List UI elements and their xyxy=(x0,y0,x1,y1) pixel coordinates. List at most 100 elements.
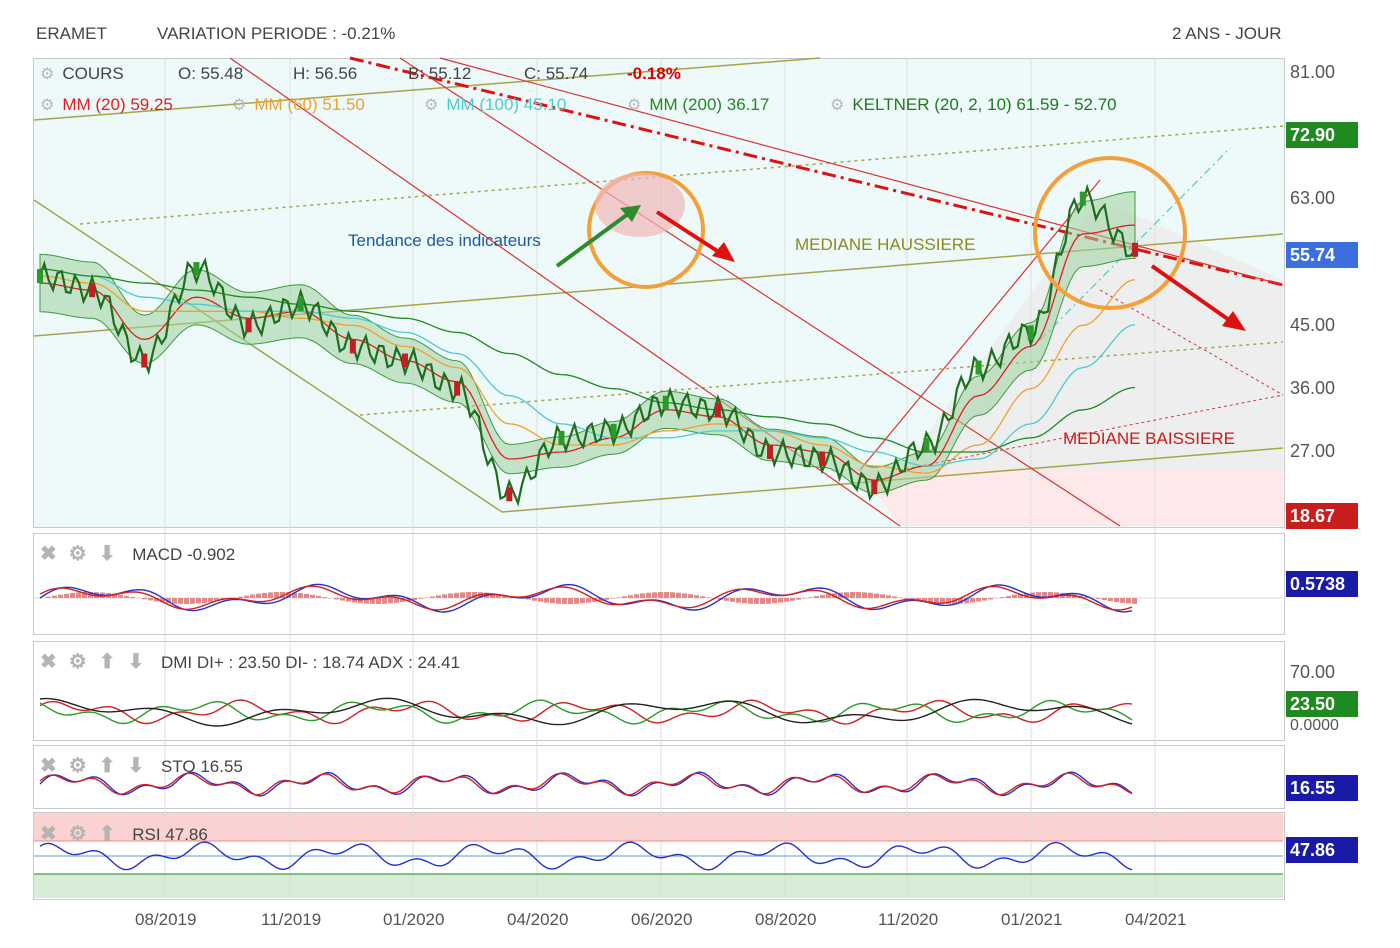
legend-mm60[interactable]: ⚙ MM (60) 51.50 xyxy=(232,95,365,114)
gear-icon[interactable]: ⚙ xyxy=(68,651,87,673)
macd-histogram-bar xyxy=(238,596,243,598)
macd-histogram-bar xyxy=(634,594,639,598)
macd-histogram-bar xyxy=(382,598,387,604)
close-icon[interactable]: ✖ xyxy=(40,543,57,565)
macd-histogram-bar xyxy=(130,596,135,598)
macd-histogram-bar xyxy=(676,592,681,598)
arrow-down-icon[interactable]: ⬇ xyxy=(127,651,145,673)
macd-histogram-bar xyxy=(46,596,51,598)
close-icon[interactable]: ✖ xyxy=(40,651,57,673)
channel-dotted-top xyxy=(79,125,1284,225)
macd-histogram-bar xyxy=(1096,598,1101,599)
macd-histogram-bar xyxy=(976,598,981,602)
macd-histogram-bar xyxy=(286,592,291,598)
macd-histogram-bar xyxy=(322,597,327,598)
macd-histogram-bar xyxy=(874,593,879,598)
macd-histogram-bar xyxy=(670,592,675,598)
price-point xyxy=(37,269,43,284)
legend-low: B: 55.12 xyxy=(408,64,472,83)
macd-histogram-bar xyxy=(52,595,57,598)
macd-histogram-bar xyxy=(124,595,129,598)
rsi-overbought-zone xyxy=(34,813,1283,841)
dmi-panel xyxy=(33,641,1285,741)
gear-icon[interactable]: ⚙ xyxy=(830,97,845,114)
macd-histogram-bar xyxy=(940,598,945,604)
macd-histogram-bar xyxy=(292,592,297,598)
legend-mm20[interactable]: ⚙ MM (20) 59.25 xyxy=(40,95,173,114)
gear-icon[interactable]: ⚙ xyxy=(232,97,247,114)
macd-histogram-bar xyxy=(706,597,711,598)
trend-circle-left xyxy=(587,171,705,289)
rsi-badge: 47.86 xyxy=(1286,837,1358,863)
macd-histogram-bar xyxy=(172,598,177,604)
price-point xyxy=(89,283,96,298)
macd-histogram-bar xyxy=(730,598,735,602)
macd-histogram-bar xyxy=(1036,592,1041,598)
price-point xyxy=(975,360,982,375)
macd-histogram-bar xyxy=(388,598,393,604)
macd-lines xyxy=(39,583,1137,613)
legend-cours[interactable]: ⚙ COURS xyxy=(40,64,124,83)
macd-histogram-bar xyxy=(1012,594,1017,598)
gear-icon[interactable]: ⚙ xyxy=(627,97,642,114)
close-icon[interactable]: ✖ xyxy=(40,755,57,777)
dmi-value: DI+ : 23.50 DI- : 18.74 ADX : 24.41 xyxy=(196,653,461,672)
arrow-up-icon[interactable]: ⬆ xyxy=(98,823,116,845)
price-point xyxy=(923,437,930,452)
gear-icon[interactable]: ⚙ xyxy=(68,543,87,565)
arrow-up-icon[interactable]: ⬆ xyxy=(98,651,116,673)
arrow-up-icon[interactable]: ⬆ xyxy=(98,755,116,777)
price-series-line xyxy=(38,183,1136,507)
macd-histogram-bar xyxy=(490,593,495,598)
macd-histogram-bar xyxy=(1042,592,1047,598)
macd-histogram-bar xyxy=(760,598,765,604)
macd-histogram-bar xyxy=(904,598,909,599)
gear-icon[interactable]: ⚙ xyxy=(68,755,87,777)
macd-histogram-bar xyxy=(268,592,273,598)
channel-left-line xyxy=(33,199,503,513)
ticker-label: ERAMET xyxy=(36,24,107,43)
macd-histogram-bar xyxy=(796,598,801,600)
macd-histogram-bar xyxy=(550,598,555,604)
gear-icon[interactable]: ⚙ xyxy=(424,97,439,114)
channel-top-line xyxy=(33,57,821,121)
macd-histogram-bar xyxy=(466,592,471,598)
price-point xyxy=(871,480,878,495)
macd-histogram-bar xyxy=(112,593,117,598)
trend-circle-right xyxy=(1033,156,1187,310)
price-point xyxy=(767,445,773,459)
dmi-badge: 23.50 xyxy=(1286,691,1358,717)
dmi-label: DMI xyxy=(160,653,193,672)
price-point xyxy=(297,297,304,312)
macd-histogram-bar xyxy=(616,597,621,598)
macd-histogram-bar xyxy=(664,592,669,598)
macd-histogram-bar xyxy=(262,592,267,598)
gear-icon[interactable]: ⚙ xyxy=(68,823,87,845)
macd-histogram-bar xyxy=(580,598,585,604)
keltner-band-area xyxy=(39,191,1136,494)
macd-histogram-bar xyxy=(430,596,435,598)
gear-icon[interactable]: ⚙ xyxy=(40,97,55,114)
macd-histogram-bar xyxy=(742,598,747,604)
arrow-down-icon[interactable]: ⬇ xyxy=(127,755,145,777)
keltner-band xyxy=(39,191,1136,494)
gear-icon[interactable]: ⚙ xyxy=(40,66,55,83)
legend-mm100[interactable]: ⚙ MM (100) 45.10 xyxy=(424,95,567,114)
macd-histogram-bar xyxy=(334,598,339,600)
macd-histogram-bar xyxy=(892,596,897,598)
price-tick: 36.00 xyxy=(1290,378,1336,398)
bear-zone xyxy=(860,470,1283,526)
macd-histogram-bar xyxy=(628,595,633,598)
macd-histogram-bar xyxy=(916,598,921,602)
macd-histogram-bar xyxy=(1084,596,1089,598)
macd-histogram-bar xyxy=(610,598,615,599)
macd-histogram-bar xyxy=(922,598,927,602)
period-label[interactable]: 2 ANS - JOUR xyxy=(1172,24,1282,43)
macd-histogram-bar xyxy=(166,598,171,604)
legend-keltner[interactable]: ⚙ KELTNER (20, 2, 10) 61.59 - 52.70 xyxy=(830,95,1117,114)
macd-histogram-bar xyxy=(472,592,477,598)
macd-histogram-bar xyxy=(154,598,159,602)
legend-mm200[interactable]: ⚙ MM (200) 36.17 xyxy=(627,95,770,114)
close-icon[interactable]: ✖ xyxy=(40,823,57,845)
arrow-down-icon[interactable]: ⬇ xyxy=(98,543,116,565)
